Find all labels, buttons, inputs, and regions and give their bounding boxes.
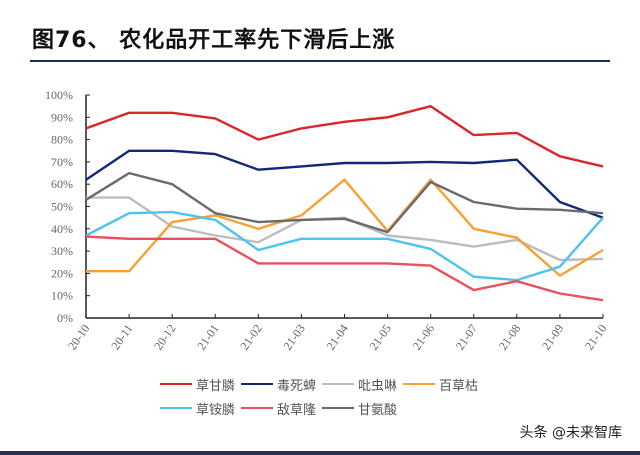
legend-item: 草甘膦 — [160, 372, 235, 396]
legend-item: 甘氨酸 — [322, 396, 397, 420]
legend-label: 吡虫啉 — [358, 378, 398, 394]
y-tick-label: 20% — [51, 266, 73, 280]
series-line-0 — [85, 104, 604, 168]
x-tick-label: 21-09 — [539, 322, 567, 353]
legend-label: 草铵膦 — [196, 402, 236, 418]
title-divider — [30, 60, 610, 62]
x-tick-label: 21-03 — [280, 322, 308, 353]
watermark: 头条 @未来智库 — [519, 425, 622, 441]
legend-label: 百草枯 — [439, 378, 479, 394]
y-tick-label: 60% — [51, 177, 73, 191]
figure-title: 图76、 农化品开工率先下滑后上涨 — [32, 28, 396, 53]
legend-item: 草铵膦 — [160, 396, 235, 420]
legend-item: 敌草隆 — [241, 396, 316, 420]
series-line-6 — [85, 171, 604, 234]
legend-swatch — [160, 407, 192, 409]
legend-label: 毒死蜱 — [277, 378, 317, 394]
y-tick-label: 90% — [51, 110, 73, 124]
legend-swatch — [403, 383, 436, 385]
y-tick-label: 10% — [51, 289, 73, 303]
legend-swatch — [241, 407, 274, 409]
x-tick-label: 21-07 — [453, 322, 481, 353]
x-tick-label: 20-11 — [108, 322, 135, 353]
series-line-1 — [85, 149, 604, 219]
line-chart: 0% 10% 20% 30% 40% 50% 60% 70% 80% 90% 100% 20-10 20… — [45, 88, 610, 353]
legend-label: 敌草隆 — [277, 402, 317, 418]
bottom-divider — [0, 451, 640, 455]
legend-swatch — [322, 407, 355, 409]
y-tick-label: 100% — [45, 88, 73, 102]
x-tick-label: 21-01 — [194, 322, 222, 353]
y-tick-label: 80% — [51, 133, 73, 147]
y-tick-label: 50% — [51, 200, 73, 214]
legend-swatch — [160, 383, 192, 385]
legend-item: 毒死蜱 — [241, 372, 316, 396]
y-tick-label: 70% — [51, 155, 73, 169]
y-tick-label: 0% — [57, 311, 73, 325]
legend-swatch — [322, 383, 355, 385]
legend: 草甘膦 毒死蜱 吡虫啉 百草枯草铵膦 敌草隆 甘氨酸 — [160, 372, 490, 420]
y-tick-label: 40% — [51, 222, 73, 236]
legend-label: 草甘膦 — [196, 378, 236, 394]
legend-item: 吡虫啉 — [322, 372, 397, 396]
legend-swatch — [241, 383, 274, 385]
x-tick-label: 21-05 — [367, 322, 395, 353]
x-tick-label: 20-10 — [65, 322, 93, 353]
x-tick-label: 21-06 — [410, 322, 438, 353]
legend-item: 百草枯 — [403, 372, 478, 396]
series-line-2 — [86, 196, 604, 262]
x-tick-label: 21-02 — [237, 322, 265, 353]
x-tick-label: 20-12 — [151, 322, 179, 353]
legend-label: 甘氨酸 — [358, 402, 398, 418]
series-line-5 — [85, 235, 604, 302]
y-tick-label: 30% — [51, 244, 73, 258]
x-tick-label: 21-04 — [323, 322, 351, 353]
series-line-3 — [86, 178, 604, 277]
x-tick-label: 21-10 — [582, 322, 610, 353]
x-tick-label: 21-08 — [496, 322, 524, 353]
